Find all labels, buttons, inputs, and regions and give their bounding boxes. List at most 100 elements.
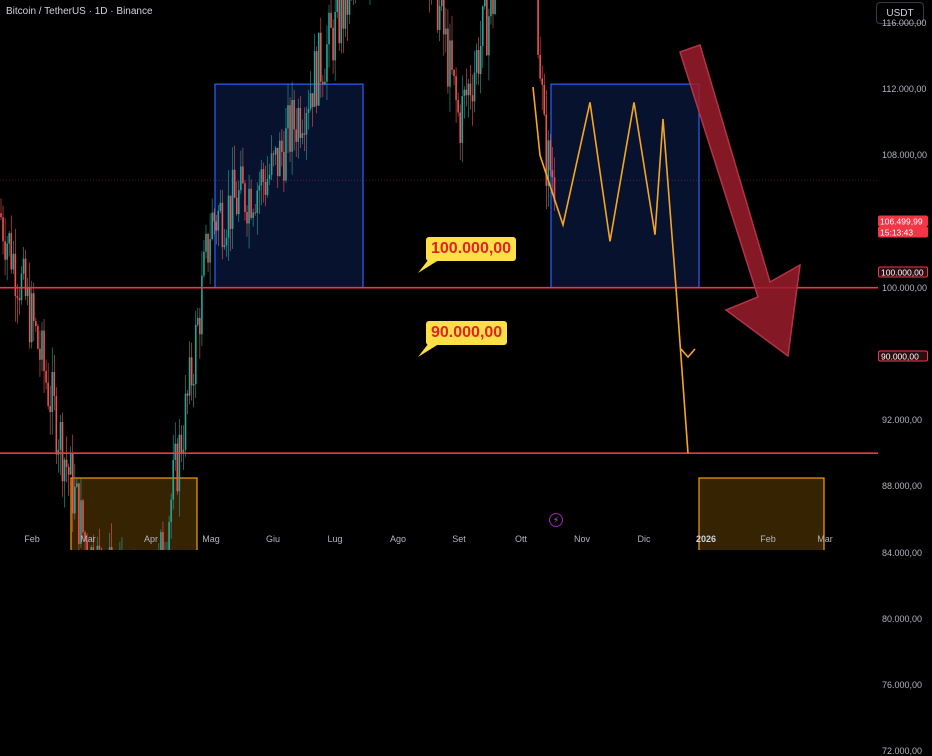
- candle-body: [449, 40, 451, 87]
- candle-body: [211, 212, 213, 240]
- candle-body: [264, 181, 267, 195]
- x-tick-label: Nov: [573, 534, 591, 544]
- candle-body: [162, 532, 164, 550]
- candle-body: [207, 233, 209, 263]
- candle-body: [43, 330, 45, 371]
- candle-body: [28, 287, 31, 343]
- candle-body: [324, 81, 326, 85]
- candle-body: [225, 237, 228, 246]
- candle-body: [303, 133, 306, 135]
- candle-body: [55, 395, 58, 455]
- candle-body: [254, 212, 256, 214]
- y-tick-label: 84.000,00: [882, 547, 923, 558]
- candle-body: [6, 243, 8, 260]
- zone-projected-target: [698, 477, 825, 550]
- x-tick-label: Mar: [817, 534, 833, 544]
- candle-body: [305, 113, 308, 135]
- candle-body: [297, 107, 300, 142]
- candle-body: [326, 44, 328, 82]
- candle-body: [215, 221, 218, 231]
- candle-body: [16, 296, 19, 299]
- candle-body: [447, 28, 449, 87]
- candle-body: [549, 140, 552, 171]
- candle-body: [258, 185, 261, 191]
- chart-title: Bitcoin / TetherUS · 1D · Binance: [6, 6, 153, 17]
- candle-body: [242, 166, 244, 184]
- candle-body: [190, 357, 193, 386]
- candle-body: [248, 188, 250, 224]
- candle-body: [82, 500, 84, 533]
- candles: [0, 0, 556, 550]
- currency-button[interactable]: USDT: [876, 2, 924, 24]
- candle-body: [160, 532, 162, 550]
- candle-body: [0, 213, 2, 218]
- candle-body: [309, 93, 312, 109]
- candle-body: [445, 28, 447, 35]
- candle-body: [41, 330, 43, 360]
- candle-body: [467, 83, 470, 96]
- candle-body: [545, 114, 548, 186]
- x-tick-label: Feb: [760, 534, 776, 544]
- candle-body: [494, 0, 496, 14]
- candle-body: [65, 459, 68, 467]
- candle-body: [256, 190, 259, 214]
- price-chart[interactable]: [0, 0, 932, 550]
- x-tick-label: Apr: [143, 534, 159, 544]
- zone-projected-range: [550, 83, 700, 289]
- candle-body: [69, 453, 72, 475]
- candle-body: [553, 177, 556, 202]
- candle-body: [274, 147, 277, 155]
- candle-body: [289, 105, 291, 152]
- candle-body: [328, 12, 330, 45]
- candle-body: [110, 547, 113, 550]
- x-tick-label: Mar: [80, 534, 96, 544]
- candle-body: [322, 81, 324, 85]
- x-tick-label: Set: [452, 534, 466, 544]
- candle-body: [268, 174, 271, 180]
- candle-body: [486, 0, 488, 56]
- candle-body: [479, 45, 482, 74]
- candle-body: [192, 383, 195, 386]
- candle-body: [457, 100, 459, 113]
- y-tick-label: 116.000,00: [882, 17, 927, 28]
- y-tick-label: 100.000,00: [882, 282, 928, 293]
- candle-body: [332, 27, 334, 61]
- zones: [70, 83, 825, 550]
- candle-body: [279, 140, 281, 177]
- candle-body: [313, 51, 316, 107]
- bearish-arrow: [679, 44, 801, 358]
- candle-body: [244, 183, 246, 213]
- candle-body: [98, 545, 101, 550]
- y-tick-label: 112.000,00: [882, 84, 927, 95]
- candle-body: [238, 190, 240, 215]
- candle-body: [51, 372, 54, 413]
- projection-path: [532, 86, 689, 454]
- candle-body: [317, 32, 320, 106]
- candle-body: [543, 84, 546, 115]
- candle-body: [235, 197, 238, 215]
- candle-body: [233, 169, 236, 198]
- callout-90k: 90.000,00: [426, 321, 508, 345]
- candle-body: [475, 50, 478, 73]
- candle-body: [285, 128, 287, 181]
- candle-body: [227, 195, 230, 238]
- y-tick-label: 108.000,00: [882, 150, 928, 161]
- candle-body: [92, 547, 95, 550]
- y-tick-label: 92.000,00: [882, 415, 923, 426]
- candle-body: [22, 258, 25, 274]
- candle-body: [488, 16, 490, 56]
- candle-body: [39, 348, 41, 360]
- candle-body: [307, 108, 310, 114]
- x-tick-label: Giu: [265, 534, 281, 544]
- candle-body: [18, 298, 21, 301]
- candle-body: [443, 0, 445, 35]
- candle-body: [221, 202, 224, 248]
- lightning-icon[interactable]: ⚡: [549, 513, 563, 527]
- candle-body: [2, 217, 4, 242]
- candle-body: [4, 241, 6, 260]
- candle-body: [455, 76, 457, 101]
- candle-body: [180, 434, 183, 454]
- candle-body: [276, 147, 279, 177]
- x-tick-label: Mag: [202, 534, 220, 544]
- candle-body: [53, 372, 56, 396]
